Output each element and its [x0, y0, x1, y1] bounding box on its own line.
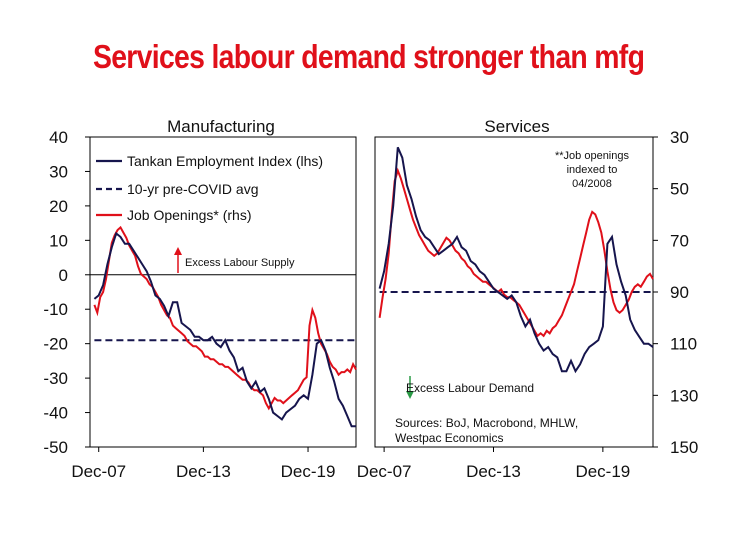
- services-x-tick-label: Dec-07: [357, 462, 412, 481]
- sources-note: Sources: BoJ, Macrobond, MHLW, Westpac Ec…: [395, 416, 578, 445]
- manufacturing-title: Manufacturing: [167, 117, 275, 136]
- services-y-tick-label: 30: [670, 128, 689, 147]
- excess-demand-label: Excess Labour Demand: [406, 381, 534, 395]
- services-y-tick-label: 50: [670, 180, 689, 199]
- manufacturing-panel: Manufacturing 40 30 20 10 0 -10 -20 -30 -40 -50 D…: [43, 117, 357, 481]
- services-note-line: 04/2008: [572, 178, 612, 190]
- services-note-line: **Job openings: [555, 150, 630, 162]
- manufacturing-y-tick-label: 0: [59, 266, 68, 285]
- manufacturing-x-tick-label: Dec-13: [176, 462, 231, 481]
- services-y-tick-label: 130: [670, 386, 698, 405]
- manufacturing-left-axis: 40 30 20 10 0 -10 -20 -30 -40 -50: [43, 128, 90, 457]
- services-y-tick-label: 150: [670, 438, 698, 457]
- manufacturing-y-tick-label: -50: [43, 438, 68, 457]
- services-x-tick-label: Dec-13: [466, 462, 521, 481]
- manufacturing-y-tick-label: -30: [43, 369, 68, 388]
- legend: Tankan Employment Index (lhs) 10-yr pre-…: [96, 153, 323, 223]
- services-job-openings-line: [378, 167, 654, 338]
- manufacturing-tankan-line: [93, 231, 356, 428]
- manufacturing-y-tick-label: 20: [49, 197, 68, 216]
- legend-label-openings: Job Openings* (rhs): [127, 207, 252, 223]
- manufacturing-y-tick-label: -40: [43, 404, 68, 423]
- manufacturing-plot-frame: [89, 136, 357, 448]
- down-arrow-head-icon: [406, 391, 414, 399]
- services-note-line: indexed to: [567, 164, 618, 176]
- sources-note-line: Westpac Economics: [395, 431, 504, 445]
- manufacturing-job-openings-line: [93, 225, 357, 411]
- excess-demand-annotation: Excess Labour Demand: [406, 376, 534, 399]
- sources-note-line: Sources: BoJ, Macrobond, MHLW,: [395, 416, 578, 430]
- services-y-tick-label: 70: [670, 231, 689, 250]
- legend-label-avg: 10-yr pre-COVID avg: [127, 181, 258, 197]
- services-x-tick-label: Dec-19: [575, 462, 630, 481]
- excess-supply-annotation: Excess Labour Supply: [174, 247, 295, 273]
- services-x-axis: Dec-07 Dec-13 Dec-19: [357, 447, 630, 481]
- services-right-axis: 30 50 70 90 110 130 150: [653, 128, 698, 457]
- chart-title: Services labour demand stronger than mfg: [92, 38, 645, 75]
- services-y-tick-label: 110: [670, 335, 697, 354]
- manufacturing-y-tick-label: 40: [49, 128, 68, 147]
- manufacturing-y-tick-label: -20: [43, 335, 68, 354]
- manufacturing-y-tick-label: 30: [49, 162, 68, 181]
- services-tankan-line: [378, 146, 654, 374]
- excess-supply-label: Excess Labour Supply: [185, 257, 295, 269]
- services-y-tick-label: 90: [670, 283, 689, 302]
- up-arrow-head-icon: [174, 247, 182, 255]
- manufacturing-x-axis: Dec-07 Dec-13 Dec-19: [71, 447, 335, 481]
- legend-label-tankan: Tankan Employment Index (lhs): [127, 153, 323, 169]
- services-note: **Job openings indexed to 04/2008: [555, 150, 630, 190]
- services-title: Services: [484, 117, 549, 136]
- manufacturing-y-tick-label: -10: [43, 300, 68, 319]
- manufacturing-x-tick-label: Dec-19: [281, 462, 336, 481]
- manufacturing-y-tick-label: 10: [49, 231, 68, 250]
- manufacturing-x-tick-label: Dec-07: [71, 462, 126, 481]
